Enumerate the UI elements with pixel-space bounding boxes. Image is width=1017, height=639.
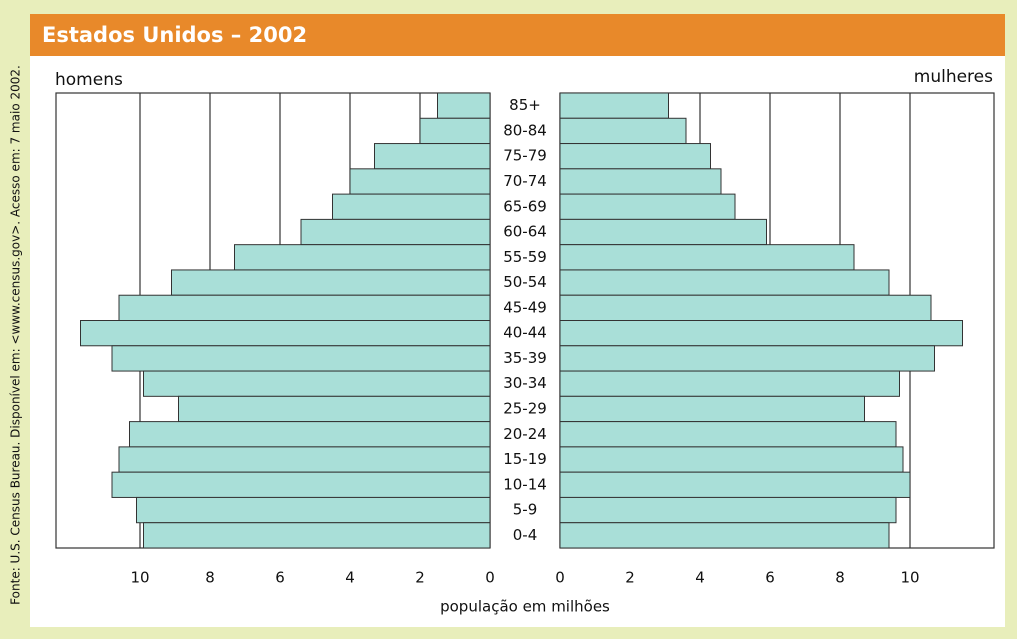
- x-tick-label: 10: [130, 569, 149, 587]
- x-tick-label: 6: [275, 569, 285, 587]
- bar: [559, 218, 767, 246]
- category-label: 80-84: [503, 121, 547, 139]
- bar: [143, 522, 491, 549]
- bar: [559, 421, 897, 448]
- bar: [111, 471, 491, 498]
- bar: [559, 244, 855, 271]
- category-label: 35-39: [503, 349, 547, 367]
- legend-label: mulheres: [914, 67, 993, 87]
- category-label: 85+: [509, 96, 541, 114]
- bar: [559, 320, 963, 347]
- category-label: 15-19: [503, 450, 547, 468]
- bar: [559, 92, 669, 119]
- chart-title: Estados Unidos – 2002: [42, 23, 307, 47]
- header-bar: [30, 14, 1005, 56]
- x-tick-label: 2: [415, 569, 425, 587]
- bar: [559, 269, 890, 296]
- bar: [234, 244, 491, 271]
- bar: [129, 421, 491, 448]
- x-tick-label: 2: [625, 569, 635, 587]
- legend-label: homens: [55, 70, 123, 90]
- category-label: 40-44: [503, 324, 547, 342]
- bar: [419, 117, 491, 145]
- bar: [349, 168, 491, 195]
- category-label: 50-54: [503, 273, 547, 291]
- bar: [559, 395, 865, 423]
- bar: [136, 496, 491, 524]
- category-label: 25-29: [503, 399, 547, 417]
- bar: [80, 320, 491, 347]
- category-label: 45-49: [503, 298, 547, 316]
- x-tick-label: 0: [485, 569, 495, 587]
- bar: [118, 446, 491, 473]
- bar: [118, 294, 491, 322]
- bar: [437, 92, 491, 119]
- bar: [559, 496, 897, 524]
- bar: [559, 370, 900, 397]
- x-tick-label: 4: [345, 569, 355, 587]
- x-axis-label: população em milhões: [440, 598, 610, 616]
- bar: [178, 395, 491, 423]
- bar: [559, 117, 687, 145]
- x-tick-label: 10: [900, 569, 919, 587]
- x-tick-label: 8: [205, 569, 215, 587]
- bar: [559, 193, 736, 220]
- bar: [559, 345, 935, 372]
- bar: [559, 471, 911, 498]
- category-label: 10-14: [503, 475, 547, 493]
- bar: [559, 446, 904, 473]
- bar: [559, 168, 722, 195]
- category-label: 0-4: [513, 526, 538, 544]
- category-label: 5-9: [513, 501, 538, 519]
- category-label: 20-24: [503, 425, 547, 443]
- category-label: 70-74: [503, 172, 547, 190]
- bar: [559, 522, 890, 549]
- x-tick-label: 6: [765, 569, 775, 587]
- source-note: Fonte: U.S. Census Bureau. Disponível em…: [9, 65, 23, 605]
- bar: [332, 193, 491, 220]
- category-label: 55-59: [503, 248, 547, 266]
- category-label: 65-69: [503, 197, 547, 215]
- bar: [111, 345, 491, 372]
- bar: [559, 294, 932, 322]
- bar: [143, 370, 491, 397]
- bar: [171, 269, 491, 296]
- category-label: 75-79: [503, 147, 547, 165]
- category-label: 30-34: [503, 374, 547, 392]
- bar: [300, 218, 491, 246]
- category-label: 60-64: [503, 223, 547, 241]
- bar: [374, 143, 491, 170]
- x-tick-label: 4: [695, 569, 705, 587]
- bar: [559, 143, 711, 170]
- x-tick-label: 8: [835, 569, 845, 587]
- x-tick-label: 0: [555, 569, 565, 587]
